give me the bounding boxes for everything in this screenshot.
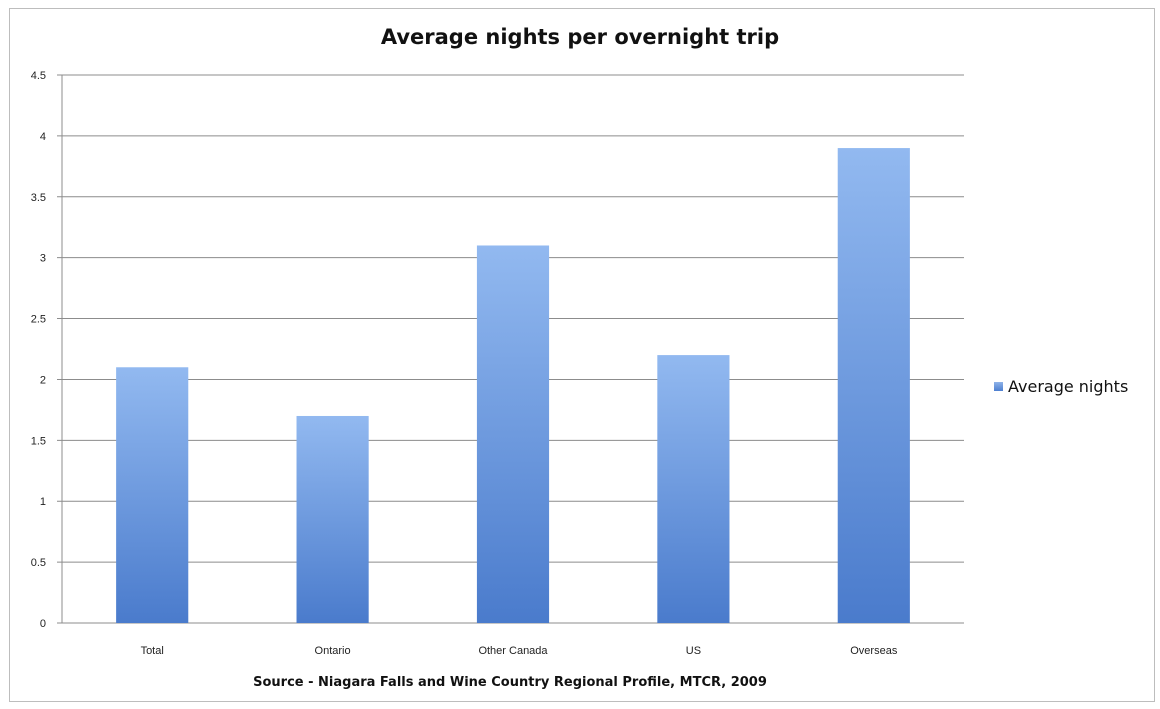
x-category-label: Overseas [850, 645, 898, 657]
chart-frame [9, 8, 1155, 702]
bars [116, 148, 910, 624]
y-tick-label: 3 [40, 253, 46, 265]
legend-swatch [994, 382, 1003, 391]
source-note: Source - Niagara Falls and Wine Country … [253, 675, 767, 690]
y-axis-ticks: 0 0.5 1 1.5 2 2.5 3 3.5 4 4.5 [31, 70, 46, 630]
bar-other-canada [476, 245, 550, 623]
y-tick-label: 0.5 [31, 557, 46, 569]
bar-ontario [296, 415, 369, 623]
y-tick-label: 4.5 [31, 70, 46, 82]
bar-overseas [837, 148, 910, 624]
y-tick-label: 2 [40, 374, 46, 386]
x-category-label: US [686, 645, 701, 657]
legend-label: Average nights [1008, 377, 1129, 396]
y-tick-label: 1 [40, 496, 46, 508]
legend: Average nights [994, 377, 1128, 396]
bar-us [657, 355, 730, 623]
bar-total [116, 367, 189, 623]
chart-title: Average nights per overnight trip [380, 25, 780, 49]
x-category-label: Ontario [315, 645, 351, 657]
x-axis-labels: Total Ontario Other Canada US Overseas [141, 645, 898, 657]
y-tick-label: 2.5 [31, 314, 46, 326]
y-tick-label: 4 [40, 131, 46, 143]
y-tick-label: 1.5 [31, 435, 46, 447]
x-category-label: Other Canada [478, 645, 548, 657]
y-tick-label: 0 [40, 618, 46, 630]
y-tick-label: 3.5 [31, 192, 46, 204]
x-category-label: Total [141, 645, 164, 657]
